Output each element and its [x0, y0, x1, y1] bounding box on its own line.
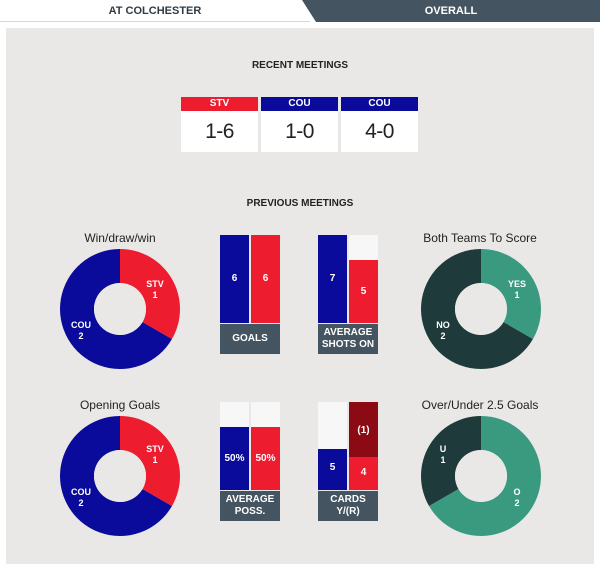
- ou-under-text: U: [439, 444, 447, 454]
- over-under-title: Over/Under 2.5 Goals: [421, 398, 539, 412]
- over-under-donut: [421, 416, 541, 536]
- ou-over-label: O 2: [502, 487, 532, 509]
- recent-meeting-team: STV: [181, 97, 258, 111]
- poss-label-line1: AVERAGE: [225, 494, 275, 505]
- shots-label-box: AVERAGE SHOTS ON: [318, 324, 378, 354]
- poss-label-box: AVERAGE POSS.: [220, 491, 280, 521]
- ou-under-label: U 1: [428, 444, 458, 466]
- goals-bar-cou: [220, 235, 249, 323]
- recent-meeting-card: COU 4-0: [341, 97, 418, 152]
- btts-no-value: 2: [440, 331, 446, 341]
- ou-under-value: 1: [440, 455, 446, 465]
- btts-no-label: NO 2: [428, 320, 458, 342]
- goals-label: GOALS: [232, 333, 268, 344]
- donut-segment-yes: [481, 249, 541, 339]
- cards-bar-stv-yellow: [349, 457, 378, 490]
- opening-goals-title: Opening Goals: [79, 398, 161, 412]
- previous-meetings-title: PREVIOUS MEETINGS: [246, 198, 354, 209]
- opening-stv-label: STV 1: [140, 444, 170, 466]
- wdw-stv-label: STV 1: [140, 279, 170, 301]
- opening-cou-team: COU: [71, 487, 91, 497]
- donut-hole: [455, 283, 507, 335]
- donut-segment-cou: [60, 249, 172, 369]
- shots-stv-value: 5: [360, 286, 367, 297]
- goals-cou-value: 6: [231, 273, 238, 284]
- opening-cou-label: COU 2: [66, 487, 96, 509]
- btts-yes-value: 1: [514, 290, 520, 300]
- donut-segment-stv: [120, 249, 180, 339]
- opening-stv-value: 1: [152, 455, 158, 465]
- cards-label-line2: Y/(R): [336, 506, 360, 517]
- wdw-cou-team: COU: [71, 320, 91, 330]
- donut-hole: [455, 450, 507, 502]
- cards-bar-cou: [318, 449, 347, 490]
- opening-cou-value: 2: [78, 498, 84, 508]
- goals-label-box: GOALS: [220, 324, 280, 354]
- poss-label-line2: POSS.: [234, 506, 266, 517]
- cards-label-box: CARDS Y/(R): [318, 491, 378, 521]
- shots-bar-empty: [349, 235, 378, 260]
- cards-cou-value: 5: [329, 462, 336, 473]
- shots-bar-stv: [349, 260, 378, 323]
- btts-yes-text: YES: [507, 279, 526, 289]
- recent-meeting-team: COU: [341, 97, 418, 111]
- poss-bar-stv: [251, 427, 280, 490]
- donut-segment-over: [429, 416, 541, 536]
- shots-label-line2: SHOTS ON: [321, 339, 375, 350]
- ou-over-value: 2: [514, 498, 520, 508]
- poss-bar-empty: [251, 402, 280, 427]
- donut-segment-under: [421, 416, 481, 506]
- btts-donut: [421, 249, 541, 369]
- poss-cou-value: 50%: [224, 453, 245, 464]
- shots-bar-cou: [318, 235, 347, 323]
- recent-meeting-card: STV 1-6: [181, 97, 258, 152]
- btts-title: Both Teams To Score: [423, 231, 537, 245]
- recent-meeting-score: 1-6: [205, 120, 234, 143]
- opening-stv-team: STV: [146, 444, 164, 454]
- recent-meeting-card: COU 1-0: [261, 97, 338, 152]
- goals-bar-stv: [251, 235, 280, 323]
- recent-meeting-score: 4-0: [365, 120, 394, 143]
- cards-stv-value: 4: [360, 467, 367, 478]
- donut-segment-no: [421, 249, 533, 369]
- cards-label-line1: CARDS: [330, 494, 366, 505]
- cards-bar-stv-red: [349, 402, 378, 457]
- shots-label-line1: AVERAGE: [323, 327, 373, 338]
- btts-yes-label: YES 1: [502, 279, 532, 301]
- recent-meeting-score: 1-0: [285, 120, 314, 143]
- win-draw-win-title: Win/draw/win: [84, 231, 156, 245]
- poss-bar-empty: [220, 402, 249, 427]
- wdw-cou-label: COU 2: [66, 320, 96, 342]
- donut-segment-stv: [120, 416, 180, 506]
- recent-meeting-team: COU: [261, 97, 338, 111]
- cards-bar-empty: [318, 402, 347, 449]
- tab-overall[interactable]: OVERALL: [302, 0, 600, 22]
- ou-over-text: O: [513, 487, 521, 497]
- shots-cou-value: 7: [329, 273, 336, 284]
- opening-goals-donut: [60, 416, 180, 536]
- poss-bar-cou: [220, 427, 249, 490]
- wdw-stv-team: STV: [146, 279, 164, 289]
- wdw-cou-value: 2: [78, 331, 84, 341]
- tab-bar: AT COLCHESTER OVERALL: [0, 0, 600, 22]
- btts-no-text: NO: [436, 320, 450, 330]
- cards-stv-red-value: (1): [357, 425, 370, 436]
- recent-meetings-title: RECENT MEETINGS: [251, 60, 349, 71]
- poss-stv-value: 50%: [255, 453, 276, 464]
- win-draw-win-donut: [60, 249, 180, 369]
- donut-hole: [94, 450, 146, 502]
- donut-segment-cou: [60, 416, 172, 536]
- donut-hole: [94, 283, 146, 335]
- tab-at-colchester[interactable]: AT COLCHESTER: [0, 0, 310, 22]
- goals-stv-value: 6: [262, 273, 269, 284]
- wdw-stv-value: 1: [152, 290, 158, 300]
